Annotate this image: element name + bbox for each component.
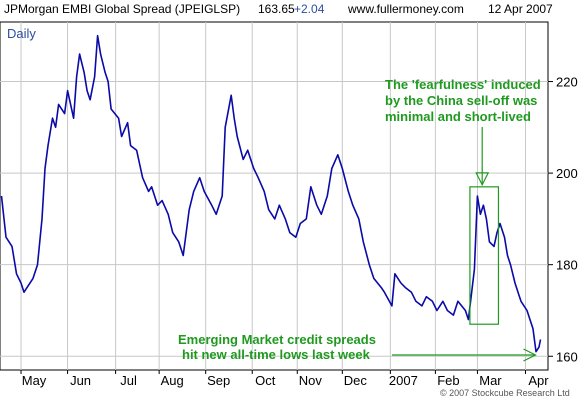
series-layer: [0, 34, 542, 353]
y-tick-label: 160: [556, 349, 578, 364]
x-tick-label: Feb: [437, 373, 459, 388]
x-tick-label: Dec: [344, 373, 368, 388]
chart-date: 12 Apr 2007: [488, 2, 553, 16]
last-value: 163.65: [258, 2, 295, 16]
annotation-layer: The 'fearfulness' induced by the China s…: [178, 77, 541, 362]
x-tick-label: Apr: [528, 373, 549, 388]
x-tick-label: Aug: [161, 373, 184, 388]
x-tick-label: Oct: [255, 373, 276, 388]
y-tick-label: 180: [556, 258, 578, 273]
x-tick-label: 2007: [389, 373, 418, 388]
x-tick-label: Mar: [479, 373, 502, 388]
annotation-line: Emerging Market credit spreads: [178, 332, 376, 347]
annotation-line: minimal and short-lived: [385, 109, 531, 124]
source-site: www.fullermoney.com: [347, 2, 464, 16]
y-tick-label: 220: [556, 75, 578, 90]
period-label: Daily: [7, 26, 36, 41]
annotation-line: by the China sell-off was: [385, 93, 537, 108]
arrow-head: [523, 348, 537, 362]
x-tick-label: May: [22, 373, 47, 388]
annotation-line: The 'fearfulness' induced: [385, 77, 541, 92]
x-tick-label: Sep: [207, 373, 230, 388]
arrow-head: [475, 172, 490, 187]
x-tick-label: Nov: [299, 373, 323, 388]
chart-title: JPMorgan EMBI Global Spread (JPEIGLSP): [4, 2, 240, 16]
series-line: [0, 34, 542, 353]
plot-frame: [0, 21, 549, 371]
x-tick-label: Jun: [70, 373, 91, 388]
highlight-box: [469, 186, 500, 325]
y-axis: 160 180 200 220: [548, 75, 578, 364]
change-value: +2.04: [294, 2, 325, 16]
x-tick-label: Jul: [120, 373, 137, 388]
grid-layer: [0, 22, 548, 370]
annotation-line: hit new all-time lows last week: [182, 347, 371, 362]
copyright-text: © 2007 Stockcube Research Ltd: [440, 388, 570, 398]
y-tick-label: 200: [556, 166, 578, 181]
x-axis: May Jun Jul Aug Sep Oct Nov Dec 2007 Feb Mar Apr: [20, 370, 549, 388]
